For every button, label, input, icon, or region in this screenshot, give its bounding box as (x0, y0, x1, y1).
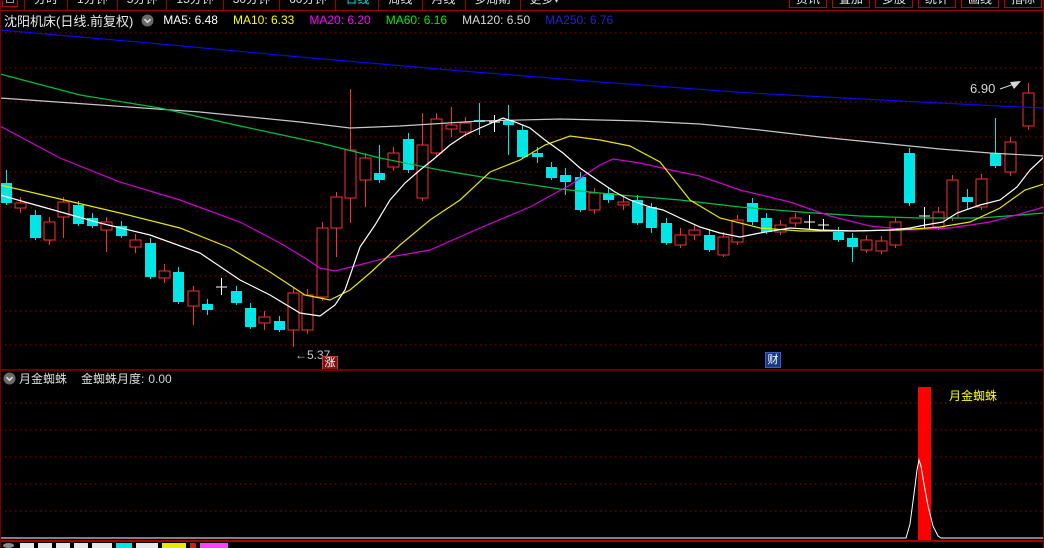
toolbar-buttons: 资讯叠加多股统计画线指标 (784, 0, 1042, 8)
symbol-title: 沈阳机床(日线.前复权) (4, 13, 134, 29)
period-tab-6[interactable]: 日线 (335, 0, 378, 10)
app-menu-icon[interactable] (2, 0, 18, 7)
sub-panel-header: 月金蜘蛛 金蜘蛛月度: 0.00 (0, 371, 172, 386)
event-badge-zhang[interactable]: 涨 (322, 356, 338, 370)
menubar: 分时1分钟5分钟15分钟30分钟60分钟日线周线月线多周期更多▾ 资讯叠加多股统… (0, 0, 1044, 11)
clipped-text-fragment (200, 543, 228, 548)
period-tab-7[interactable]: 周线 (378, 0, 421, 10)
clipped-text-fragment (3, 543, 14, 548)
clipped-text-fragment (136, 543, 158, 548)
toolbar-button-0[interactable]: 资讯 (788, 0, 827, 8)
signal-chart-canvas[interactable]: 月金蜘蛛 (0, 386, 1044, 541)
ma-value-1: MA10: 6.33 (232, 13, 295, 27)
toolbar-button-2[interactable]: 多股 (874, 0, 913, 8)
period-tab-1[interactable]: 1分钟 (67, 0, 117, 10)
main-chart-canvas[interactable]: 6.90 ←5.37 (0, 29, 1044, 370)
period-tabs: 分时1分钟5分钟15分钟30分钟60分钟日线周线月线多周期更多▾ (24, 0, 569, 10)
bottom-divider (0, 540, 1044, 542)
pane-divider[interactable] (0, 369, 1044, 371)
collapse-chevron-icon[interactable] (3, 372, 16, 385)
clipped-text-fragment (116, 543, 132, 548)
period-tab-0[interactable]: 分时 (24, 0, 67, 10)
toolbar-button-1[interactable]: 叠加 (831, 0, 870, 8)
event-badge-cai[interactable]: 财 (765, 352, 781, 368)
clipped-text-fragment (56, 543, 70, 548)
toolbar-button-3[interactable]: 统计 (917, 0, 956, 8)
svg-text:月金蜘蛛: 月金蜘蛛 (949, 388, 997, 403)
period-tab-9[interactable]: 多周期 (464, 0, 520, 10)
clipped-text-fragment (74, 543, 88, 548)
ma-values: MA5: 6.48 MA10: 6.33 MA20: 6.20 MA60: 6.16 M… (163, 13, 628, 27)
period-tab-3[interactable]: 15分钟 (166, 0, 222, 10)
window-border-left (0, 0, 1, 548)
title-bar: 沈阳机床(日线.前复权) MA5: 6.48 MA10: 6.33 MA20: 6.… (0, 11, 1044, 29)
clipped-text-fragment (190, 543, 196, 548)
period-tab-4[interactable]: 30分钟 (222, 0, 279, 10)
ma-value-0: MA5: 6.48 (163, 13, 218, 27)
ma-value-4: MA120: 6.50 (462, 13, 531, 27)
toolbar-button-5[interactable]: 指标 (1003, 0, 1042, 8)
period-tab-8[interactable]: 月线 (421, 0, 465, 10)
ma-value-2: MA20: 6.20 (309, 13, 371, 27)
svg-text:←5.37: ←5.37 (295, 348, 331, 362)
svg-text:6.90: 6.90 (970, 81, 995, 96)
indicator-name[interactable]: 月金蜘蛛 (19, 372, 68, 386)
collapse-chevron-icon[interactable] (141, 14, 154, 27)
period-tab-2[interactable]: 5分钟 (116, 0, 167, 10)
clipped-text-fragment (92, 543, 112, 548)
clipped-text-fragment (162, 543, 186, 548)
clipped-text-fragment (38, 543, 52, 548)
indicator-reading-label: 金蜘蛛月度: (81, 372, 145, 386)
clipped-text-fragment (20, 543, 34, 548)
clipped-volume-row (0, 543, 1044, 548)
indicator-reading-value: 0.00 (148, 371, 172, 386)
menubar-row: 分时1分钟5分钟15分钟30分钟60分钟日线周线月线多周期更多▾ 资讯叠加多股统… (0, 0, 1044, 10)
ma-value-3: MA60: 6.16 (385, 13, 448, 27)
period-tab-10[interactable]: 更多▾ (519, 0, 569, 10)
period-tab-5[interactable]: 60分钟 (279, 0, 335, 10)
ma-value-5: MA250: 6.76 (545, 13, 614, 27)
toolbar-button-4[interactable]: 画线 (960, 0, 999, 8)
